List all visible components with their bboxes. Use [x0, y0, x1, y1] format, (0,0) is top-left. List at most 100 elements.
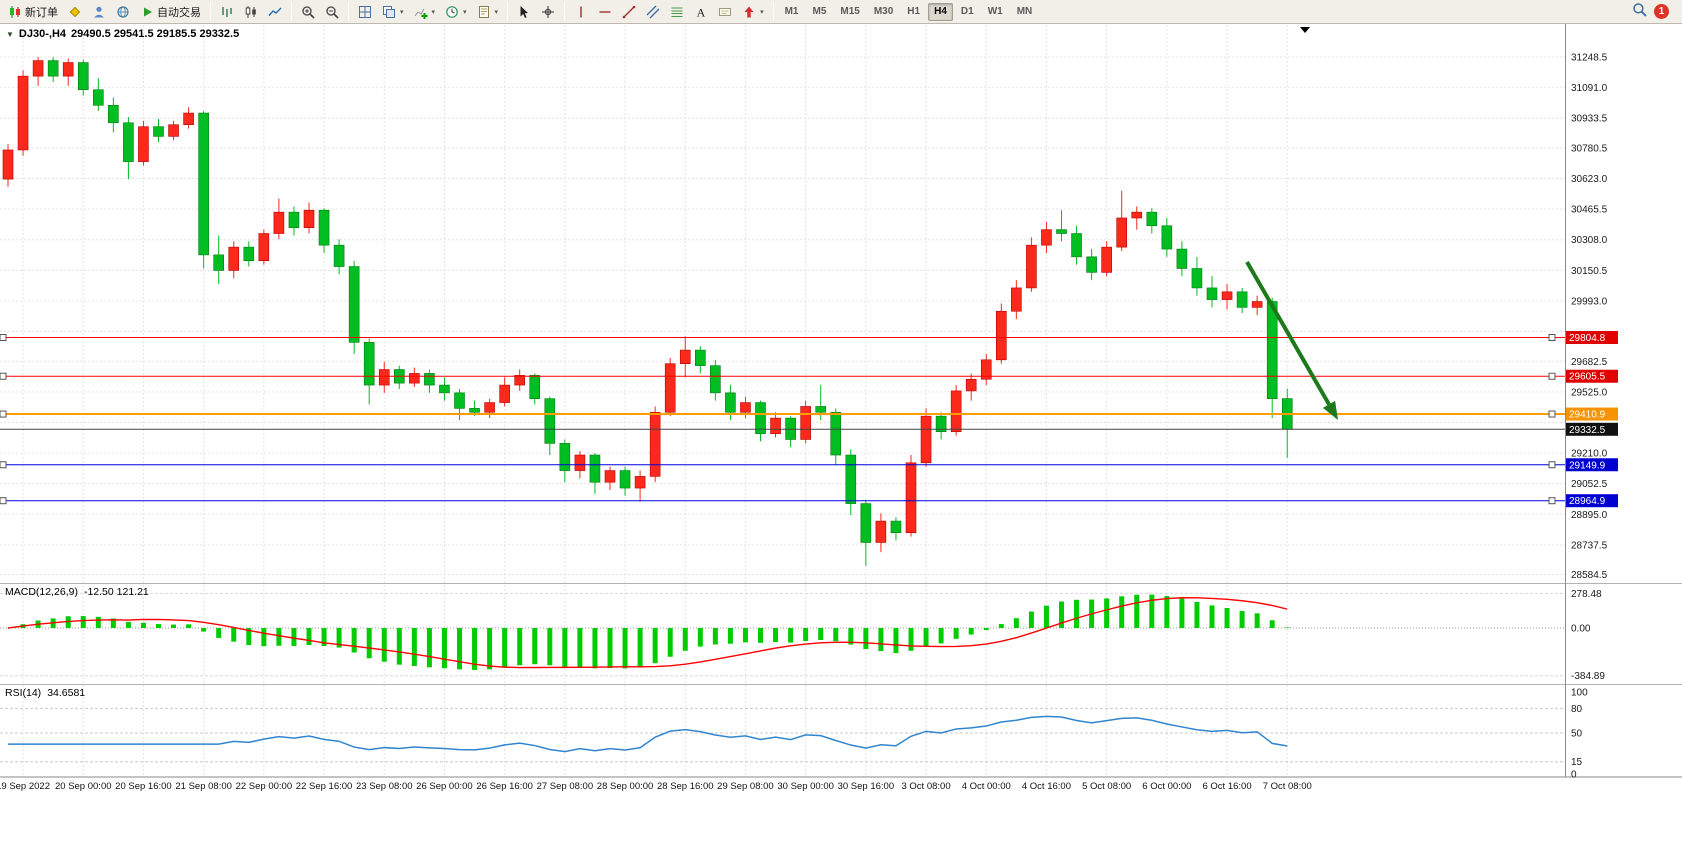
cursor-button[interactable]	[513, 2, 535, 22]
candle-body	[1071, 233, 1082, 258]
candle-body	[965, 378, 977, 392]
price-axis-label: 31091.0	[1571, 83, 1608, 94]
vertical-line-button[interactable]	[570, 2, 592, 22]
periods-button[interactable]: ▾	[441, 2, 471, 22]
timeframe-m1-button[interactable]: M1	[784, 6, 799, 17]
time-axis-label: 26 Sep 00:00	[416, 781, 473, 792]
candle-body	[755, 402, 766, 434]
ohlc-expander-icon[interactable]: ▼	[6, 29, 14, 39]
support-line-blue-1-handle-right[interactable]	[1548, 461, 1556, 469]
support-line-blue-1-handle-left[interactable]	[0, 461, 7, 469]
support-line-blue-2-handle-right[interactable]	[1548, 497, 1556, 505]
timeframe-m30-button[interactable]: M30	[873, 6, 894, 17]
resistance-line-2-handle-right[interactable]	[1548, 372, 1556, 380]
resistance-line-1-handle-left[interactable]	[0, 334, 7, 342]
support-line-blue-2-handle-left[interactable]	[0, 497, 7, 505]
candle-body	[694, 349, 706, 366]
resistance-line-1-price-text: 29804.8	[1569, 333, 1606, 344]
candle-body	[363, 342, 375, 386]
trendline-button[interactable]	[618, 2, 640, 22]
autotrading-button[interactable]: 自动交易	[136, 2, 205, 22]
trend-icon	[622, 5, 636, 19]
support-line-orange-handle-left[interactable]	[0, 410, 7, 418]
timeframe-d1-button[interactable]: D1	[960, 6, 974, 17]
time-axis-label: 21 Sep 08:00	[175, 781, 232, 792]
template-icon	[477, 5, 491, 19]
trend-arrow-annotation[interactable]	[1245, 261, 1331, 406]
website-button[interactable]	[112, 2, 134, 22]
rsi-axis-label: 100	[1571, 688, 1588, 699]
candle-body	[995, 310, 1007, 361]
candle-body	[679, 349, 691, 365]
zoom-in-button[interactable]	[297, 2, 319, 22]
candle-body	[574, 454, 586, 471]
resistance-line-2-handle-left[interactable]	[0, 372, 7, 380]
candle-body	[634, 476, 646, 489]
candle-body	[1026, 244, 1037, 289]
price-axis-label: 28895.0	[1571, 510, 1608, 521]
clock-icon	[445, 5, 459, 19]
channel-button[interactable]	[642, 2, 664, 22]
timeframe-m5-button[interactable]: M5	[812, 6, 827, 17]
macd-axis-label: 278.48	[1571, 589, 1602, 600]
crosshair-button[interactable]	[537, 2, 559, 22]
chart-shift-marker[interactable]	[1300, 27, 1310, 33]
time-axis-label: 22 Sep 00:00	[236, 781, 293, 792]
metaeditor-button[interactable]	[64, 2, 86, 22]
cascade-windows-button[interactable]: ▾	[378, 2, 408, 22]
time-axis-label: 4 Oct 16:00	[1022, 781, 1071, 792]
price-axis-label: 30933.5	[1571, 114, 1608, 125]
candle-body	[1236, 291, 1248, 308]
text-button[interactable]: A	[690, 2, 712, 22]
cascade-icon	[382, 5, 396, 19]
bid-price-line-price-badge	[1566, 422, 1618, 436]
trend-arrow-head[interactable]	[1322, 400, 1338, 420]
candle-body	[318, 209, 330, 246]
timeframe-h4-button[interactable]: H4	[928, 2, 953, 21]
rsi-axis-label: 50	[1571, 729, 1583, 740]
candle-body	[484, 402, 495, 413]
toolbar: 新订单 自动交易 ▾ ▾ ▾ ▾ A ▾ M1 M5 M15 M30 H1 H4 D1 W1 MN 1	[0, 0, 1682, 24]
zoom-out-button[interactable]	[321, 2, 343, 22]
horizontal-line-button[interactable]	[594, 2, 616, 22]
resistance-line-2-price-badge	[1566, 369, 1618, 383]
rsi-axis-label: 80	[1571, 704, 1583, 715]
chevron-down-icon: ▾	[431, 8, 436, 16]
candle-body	[2, 149, 14, 180]
new-order-button[interactable]: 新订单	[4, 2, 62, 22]
price-axis-label: 30623.0	[1571, 174, 1608, 185]
bar-chart-button[interactable]	[216, 2, 238, 22]
tile-icon	[358, 5, 372, 19]
notification-badge[interactable]: 1	[1654, 4, 1669, 19]
candlestick-chart-button[interactable]	[240, 2, 262, 22]
resistance-line-1-handle-right[interactable]	[1548, 334, 1556, 342]
timeframe-m15-button[interactable]: M15	[840, 6, 860, 17]
candle-body	[529, 375, 541, 399]
timeframe-h1-button[interactable]: H1	[907, 6, 921, 17]
timeframe-mn-button[interactable]: MN	[1016, 6, 1033, 17]
indicators-button[interactable]: ▾	[410, 2, 440, 22]
candle-body	[62, 62, 74, 77]
candle-body	[439, 384, 450, 394]
rsi-axis-label: 0	[1571, 770, 1577, 781]
tile-windows-button[interactable]	[354, 2, 376, 22]
search-icon[interactable]	[1632, 2, 1647, 22]
candle-body	[108, 104, 119, 124]
support-line-orange-handle-right[interactable]	[1548, 410, 1556, 418]
arrows-button[interactable]: ▾	[738, 2, 768, 22]
price-axis-label: 29525.0	[1571, 387, 1608, 398]
candle-body	[1191, 268, 1203, 289]
channel-icon	[646, 5, 660, 19]
candle-body	[664, 363, 676, 413]
templates-button[interactable]: ▾	[473, 2, 503, 22]
toolbar-separator	[772, 3, 774, 20]
timeframe-w1-button[interactable]: W1	[987, 6, 1003, 17]
text-label-button[interactable]	[714, 2, 736, 22]
fibonacci-button[interactable]	[666, 2, 688, 22]
terminal-button[interactable]	[88, 2, 110, 22]
candle-body	[905, 462, 917, 534]
support-line-orange-price-badge	[1566, 407, 1618, 421]
line-chart-button[interactable]	[264, 2, 286, 22]
time-axis-label: 4 Oct 00:00	[962, 781, 1011, 792]
